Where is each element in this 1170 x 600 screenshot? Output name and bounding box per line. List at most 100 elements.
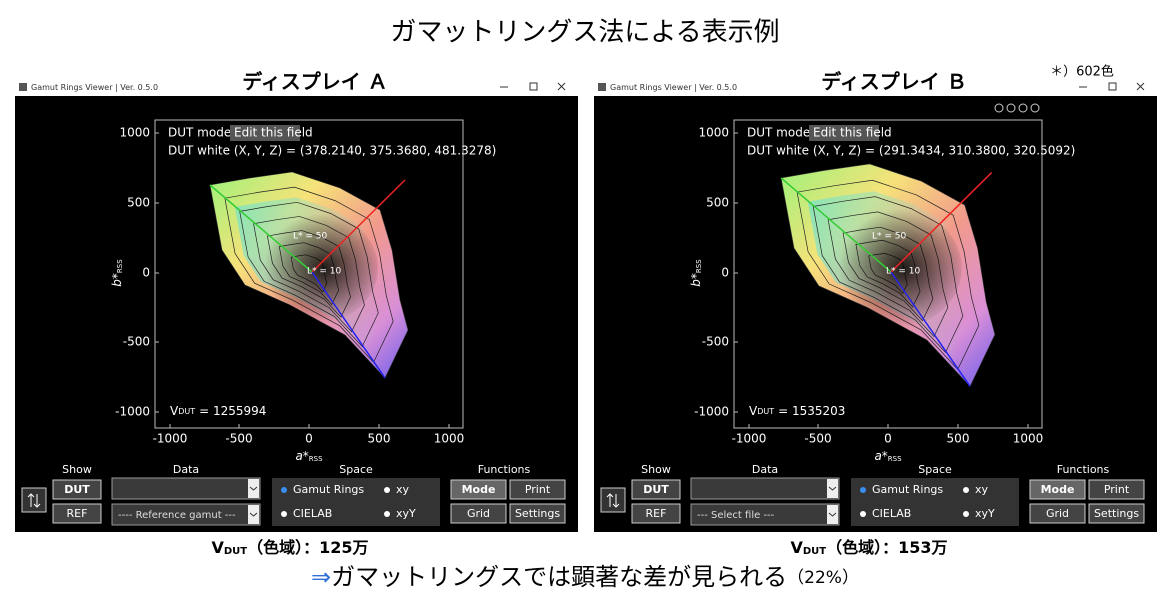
volume-value: = 1255994 (199, 404, 266, 418)
conclusion-text: ガマットリングスでは顕著な差が見られる (331, 563, 787, 591)
function-button[interactable] (1029, 503, 1086, 524)
radio-label[interactable]: xyY (396, 507, 416, 520)
function-button[interactable] (1088, 479, 1145, 500)
dropdown[interactable] (690, 503, 840, 526)
close[interactable] (557, 82, 566, 91)
volume: VDUT = 1255994 (170, 404, 266, 418)
dropdown[interactable] (111, 477, 261, 500)
axis-symbol: b* (110, 273, 124, 287)
show-button-label[interactable]: REF (67, 507, 88, 520)
radio[interactable] (963, 487, 969, 493)
dut-mode-field[interactable]: Edit this field (234, 126, 313, 140)
radio-label[interactable]: xyY (975, 507, 995, 520)
radio[interactable] (963, 511, 969, 517)
y-axis-label: b*RSS (110, 259, 125, 287)
dut-mode-field-box[interactable] (809, 125, 879, 141)
function-button[interactable] (450, 479, 507, 500)
dut-white: DUT white (X, Y, Z) = (291.3434, 310.380… (747, 144, 1075, 158)
radio[interactable] (281, 511, 287, 517)
toolbar-icon[interactable] (1030, 103, 1040, 113)
close[interactable] (1136, 82, 1145, 91)
function-button[interactable] (1088, 503, 1145, 524)
axis-subscript: RSS (695, 259, 703, 273)
function-button-label[interactable]: Settings (1094, 507, 1139, 520)
x-tick-label: 1000 (434, 432, 465, 446)
dut-mode-field[interactable]: Edit this field (813, 126, 892, 140)
show-button-label[interactable]: DUT (64, 483, 90, 496)
gamut-ring (224, 186, 394, 363)
swap-button[interactable] (21, 487, 47, 513)
caption-symbol: V (790, 538, 803, 557)
show-button[interactable] (631, 479, 681, 500)
green-axis (209, 184, 313, 273)
viewer-window: Gamut Rings Viewer | Ver. 0.5.0 ディスプレイ Ａ 1… (15, 70, 578, 558)
x-tick-label: -500 (804, 432, 831, 446)
function-button-label[interactable]: Print (525, 483, 551, 496)
space-panel (851, 478, 1019, 526)
function-button[interactable] (450, 503, 507, 524)
y-tick-label: 0 (142, 266, 150, 280)
x-tick-label: -500 (225, 432, 252, 446)
functions-label: Functions (478, 463, 531, 476)
show-button[interactable] (631, 503, 681, 524)
axis-symbol: b* (689, 273, 703, 287)
toolbar-icon[interactable] (1018, 103, 1028, 113)
show-button-label[interactable]: DUT (643, 483, 669, 496)
maximize[interactable] (529, 82, 538, 91)
function-button[interactable] (1029, 479, 1086, 500)
show-button[interactable] (52, 479, 102, 500)
data-label: Data (173, 463, 199, 476)
radio-label[interactable]: xy (396, 483, 410, 496)
caption-text: （色域）：125万 (247, 538, 368, 557)
toolbar-icon[interactable] (1006, 103, 1016, 113)
dropdown-arrow-box (827, 505, 838, 524)
radio-label[interactable]: Gamut Rings (293, 483, 364, 496)
radio-label[interactable]: Gamut Rings (872, 483, 943, 496)
x-tick-label: 500 (368, 432, 391, 446)
radio[interactable] (384, 511, 390, 517)
radio[interactable] (860, 487, 866, 493)
dropdown-arrow (249, 512, 258, 517)
panels: Gamut Rings Viewer | Ver. 0.5.0 ディスプレイ Ａ 1… (15, 70, 1157, 558)
x-tick-label: 1000 (1013, 432, 1044, 446)
show-button-label[interactable]: REF (646, 507, 667, 520)
ring-label: L* = 10 (886, 267, 921, 277)
x-tick-label: -1000 (732, 432, 767, 446)
function-button-label[interactable]: Mode (462, 483, 496, 496)
note: ＊）602色 (1050, 64, 1114, 80)
maximize[interactable] (1108, 82, 1117, 91)
swap-button[interactable] (600, 487, 626, 513)
radio[interactable] (281, 487, 287, 493)
slide-title: ガマットリングス法による表示例 (390, 18, 779, 48)
show-button[interactable] (52, 503, 102, 524)
function-button-label[interactable]: Settings (515, 507, 560, 520)
swap-icon (606, 493, 620, 508)
toolbar-icon[interactable] (994, 103, 1004, 113)
function-button[interactable] (509, 479, 566, 500)
dropdown-text[interactable]: --- Select file --- (697, 510, 775, 521)
radio[interactable] (860, 511, 866, 517)
x-tick-label: 0 (305, 432, 313, 446)
dropdown[interactable] (690, 477, 840, 500)
radio-label[interactable]: CIELAB (872, 507, 911, 520)
dropdown-arrow-box (827, 479, 838, 498)
y-tick-label: -500 (702, 335, 729, 349)
radio[interactable] (384, 487, 390, 493)
function-button-label[interactable]: Grid (467, 507, 490, 520)
y-tick-label: 1000 (698, 126, 729, 140)
axis-symbol: a* (295, 449, 308, 463)
x-tick-label: 0 (884, 432, 892, 446)
display-label: ディスプレイ Ａ (242, 70, 388, 94)
function-button-label[interactable]: Print (1104, 483, 1130, 496)
radio-label[interactable]: CIELAB (293, 507, 332, 520)
radio-label[interactable]: xy (975, 483, 989, 496)
dropdown-text[interactable]: ---- Reference gamut --- (118, 510, 236, 521)
function-button[interactable] (509, 503, 566, 524)
caption: VDUT（色域）：125万 (211, 538, 368, 558)
display-label: ディスプレイ Ｂ (821, 70, 967, 94)
dut-mode-field-box[interactable] (230, 125, 300, 141)
dropdown[interactable] (111, 503, 261, 526)
function-button-label[interactable]: Grid (1046, 507, 1069, 520)
function-button-label[interactable]: Mode (1041, 483, 1075, 496)
